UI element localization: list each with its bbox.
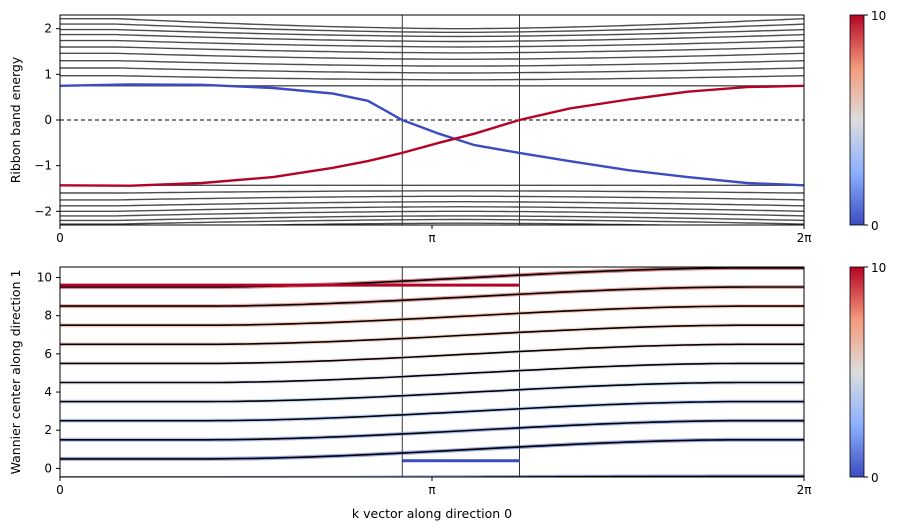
bulk-band-upper: [60, 60, 804, 67]
bulk-band-upper: [60, 67, 804, 74]
wannier-center-line: [60, 305, 804, 326]
wannier-center-line: [60, 439, 804, 460]
top-colorbar-min-label: 0: [871, 219, 879, 233]
wannier-center-glow: [60, 437, 804, 461]
wannier-center-line: [60, 419, 804, 441]
bulk-band-lower: [60, 218, 804, 225]
bulk-band-lower: [60, 190, 804, 194]
x-tick-label: 0: [56, 483, 64, 497]
bulk-band-lower: [60, 210, 804, 217]
bottom-panel: 0 π 2π 0 2 4 6 8 10 Wannier center along directi…: [8, 266, 812, 521]
top-panel: 0 π 2π −2 −1 0 1 2 Ribbon band energy: [8, 14, 811, 245]
bulk-band-lower: [60, 205, 804, 212]
y-tick-label: 2: [44, 423, 52, 437]
x-tick-label: π: [428, 483, 435, 497]
top-plot-area: [60, 15, 804, 225]
wannier-center-line: [60, 343, 804, 365]
bottom-colorbar: 10 0: [849, 261, 886, 485]
top-colorbar-gradient: [849, 14, 865, 226]
bottom-axis-ticks: 0 π 2π 0 2 4 6 8 10: [37, 271, 812, 498]
wannier-center-line: [60, 400, 804, 422]
edge-state-red: [60, 84, 804, 187]
edge-state-blue: [60, 83, 804, 187]
wannier-center-glow: [60, 361, 804, 385]
y-tick-label: −2: [34, 204, 52, 218]
bulk-band-upper: [60, 75, 804, 81]
y-tick-label: 4: [44, 385, 52, 399]
bulk-band-upper: [60, 33, 804, 43]
y-tick-label: −1: [34, 159, 52, 173]
bulk-band-lower: [60, 215, 804, 222]
bulk-band-upper: [60, 28, 804, 38]
bulk-band-upper: [60, 52, 804, 60]
bulk-band-lower: [222, 222, 698, 225]
wannier-center-line: [60, 324, 804, 346]
x-tick-label: 2π: [797, 231, 812, 245]
y-tick-label: 1: [44, 67, 52, 81]
wannier-center-glow: [60, 323, 804, 347]
wannier-center-glow: [60, 399, 804, 423]
wannier-center-glow: [60, 342, 804, 366]
wannier-center-glow: [60, 380, 804, 404]
bulk-band-upper: [60, 18, 804, 30]
wannier-center-glow: [60, 304, 804, 328]
bottom-colorbar-max-label: 10: [871, 261, 886, 275]
top-axis-ticks: 0 π 2π −2 −1 0 1 2: [34, 22, 811, 245]
bulk-band-upper: [60, 39, 804, 48]
bottom-colorbar-min-label: 0: [871, 471, 879, 485]
x-tick-label: π: [428, 231, 435, 245]
wannier-center-line: [60, 362, 804, 384]
y-tick-label: 8: [44, 309, 52, 323]
bulk-band-lower: [60, 195, 804, 201]
bulk-band-upper: [60, 23, 804, 33]
wannier-center-line: [60, 286, 804, 307]
top-colorbar: 10 0: [849, 9, 886, 233]
wannier-center-glow: [60, 418, 804, 442]
y-tick-label: 6: [44, 347, 52, 361]
bottom-y-axis-label: Wannier center along direction 1: [8, 270, 23, 475]
x-tick-label: 2π: [797, 483, 812, 497]
bulk-band-lower: [60, 201, 804, 207]
wannier-center-glow: [60, 285, 804, 309]
y-tick-label: 0: [44, 113, 52, 127]
bottom-colorbar-gradient: [849, 266, 865, 478]
y-tick-label: 10: [37, 271, 52, 285]
wannier-center-line: [60, 381, 804, 403]
bottom-plot-area: [60, 267, 804, 477]
x-tick-label: 0: [56, 231, 64, 245]
bottom-x-axis-label: k vector along direction 0: [352, 506, 512, 521]
top-colorbar-max-label: 10: [871, 9, 886, 23]
y-tick-label: 0: [44, 461, 52, 475]
wannier-center-line: [60, 267, 804, 288]
bulk-band-upper: [60, 46, 804, 54]
y-tick-label: 2: [44, 22, 52, 36]
top-y-axis-label: Ribbon band energy: [8, 56, 23, 183]
